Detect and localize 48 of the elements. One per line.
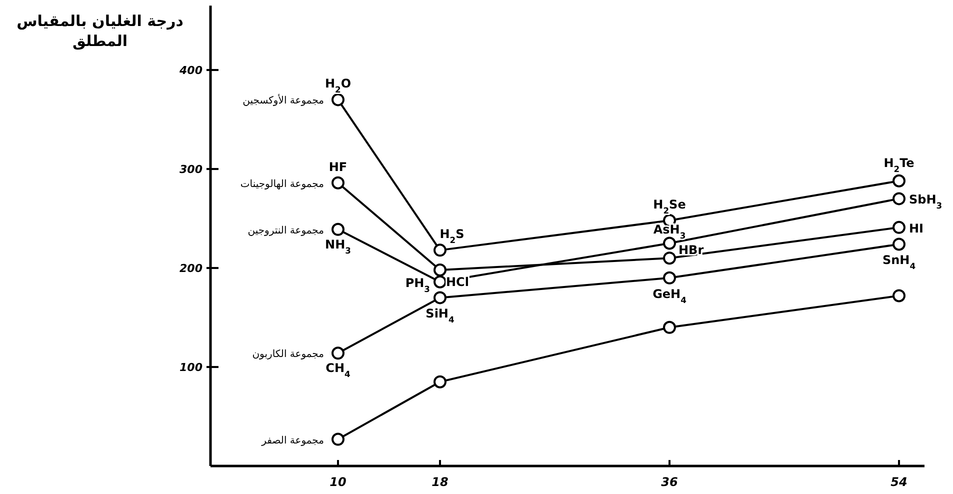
series-label: مجموعة الهالوجينات [240, 178, 324, 190]
point [434, 375, 446, 388]
point [434, 275, 446, 288]
annotation: HBr [678, 243, 704, 258]
annotation: H$_{2}$Se [653, 197, 686, 216]
y-tick-label: 400 [178, 64, 203, 77]
point [892, 238, 906, 251]
annotation: SnH$_{4}$ [882, 253, 916, 272]
annotation: HI [909, 221, 924, 236]
point [663, 271, 676, 284]
annotation: PH$_{3}$ [405, 276, 430, 294]
annotation: SbH$_{3}$ [909, 192, 942, 211]
point [663, 252, 676, 265]
point [332, 432, 344, 446]
y-tick-label: 200 [180, 262, 203, 275]
x-tick-label: 10 [330, 475, 346, 489]
series-label: مجموعة النتروجين [248, 225, 324, 236]
point [332, 176, 344, 190]
point [434, 291, 446, 304]
point [332, 346, 344, 360]
annotation: SiH$_{4}$ [426, 306, 454, 325]
series-label: مجموعة الكاربون [252, 349, 324, 360]
y-axis-title: درجة الغليان بالمقياس المطلق [16, 12, 184, 50]
point [892, 220, 906, 234]
point [332, 222, 344, 236]
x-tick-label: 18 [432, 475, 448, 489]
y-tick-label: 100 [180, 361, 203, 374]
series-label: مجموعة الأوكسجين [242, 94, 324, 107]
point [663, 236, 676, 250]
x-tick-label: 36 [661, 475, 678, 489]
series-label: مجموعة الصفر [260, 435, 324, 446]
annotation: H$_{2}$S [440, 227, 464, 246]
point [434, 244, 446, 257]
point [434, 263, 446, 276]
point [332, 93, 344, 106]
point [892, 174, 906, 188]
point [892, 192, 906, 206]
annotation: AsH$_{3}$ [653, 222, 686, 240]
annotation: HF [328, 160, 348, 174]
annotation: H$_{2}$Te [884, 156, 914, 174]
annotation: H$_{2}$O [324, 76, 352, 95]
point [892, 289, 906, 302]
point [663, 320, 676, 334]
annotation: NH$_{3}$ [325, 237, 352, 256]
annotation: CH$_{4}$ [326, 361, 351, 380]
y-tick-label: 300 [180, 163, 203, 176]
x-tick-label: 54 [890, 475, 908, 489]
annotation: GeH$_{4}$ [652, 286, 687, 305]
